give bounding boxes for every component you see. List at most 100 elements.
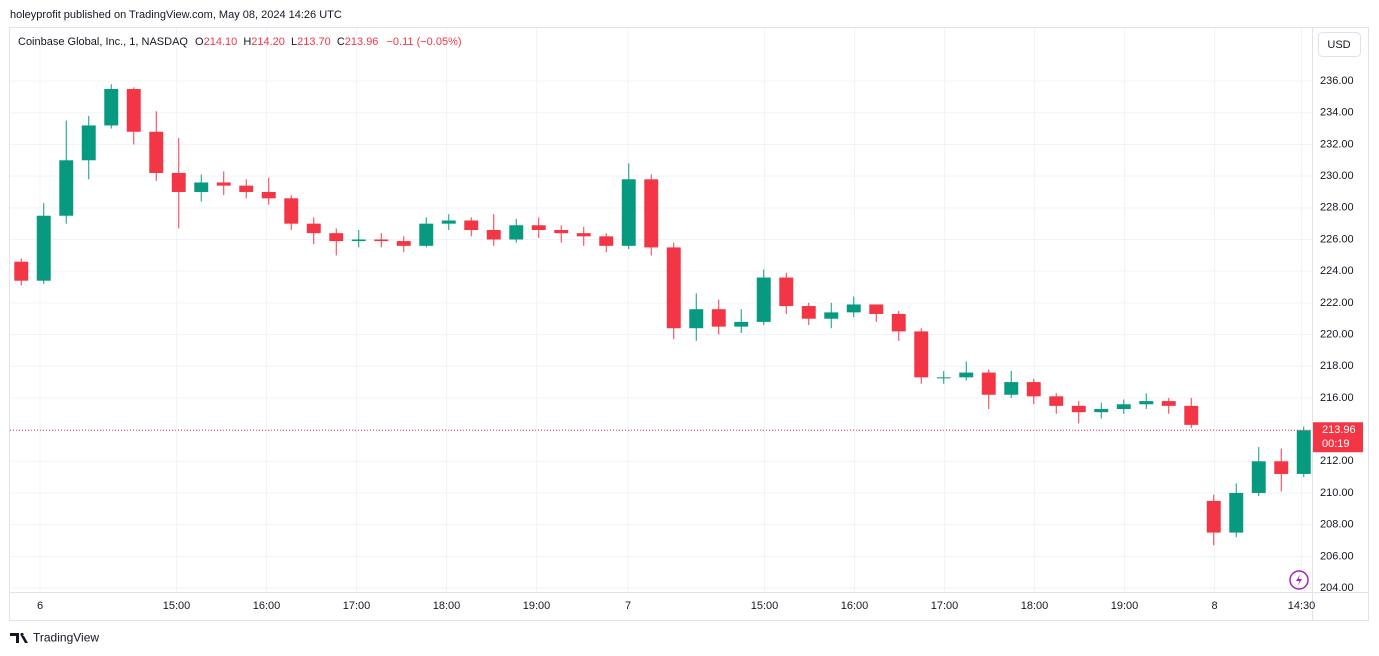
candle-body [509, 225, 524, 240]
candle-body [1296, 430, 1311, 474]
candle-body [554, 229, 569, 234]
candle-body [194, 182, 209, 192]
candle-body [599, 236, 614, 246]
x-tick-label: 17:00 [931, 600, 959, 612]
countdown-label: 00:19 [1322, 438, 1350, 450]
chart-header: Coinbase Global, Inc., 1, NASDAQ O214.10… [18, 36, 462, 48]
candle-body [14, 261, 29, 281]
candle-body [666, 247, 681, 329]
candle-body [621, 179, 636, 246]
candle-body [306, 223, 321, 234]
candle-body [104, 88, 119, 126]
candle-body [171, 172, 186, 192]
candle-body [959, 372, 974, 378]
x-tick-label: 16:00 [253, 600, 281, 612]
y-tick-label: 226.00 [1320, 233, 1354, 245]
candle-body [531, 225, 546, 230]
candle-body [1161, 401, 1176, 406]
candle-body [441, 220, 456, 224]
candle-body [59, 160, 74, 216]
candle-body [261, 191, 276, 199]
candle-body [1116, 404, 1131, 410]
x-tick-label: 7 [625, 600, 631, 612]
candle-body [1184, 405, 1199, 425]
lightning-button[interactable] [1289, 570, 1309, 590]
candle-body [869, 304, 884, 314]
symbol-title: Coinbase Global, Inc., 1, NASDAQ [18, 36, 188, 48]
candle-body [734, 321, 749, 327]
publisher-line: holeyprofit published on TradingView.com… [10, 9, 342, 21]
y-tick-label: 236.00 [1320, 75, 1354, 87]
low-label: L [291, 36, 297, 48]
x-tick-label: 15:00 [751, 600, 779, 612]
candle-body [779, 277, 794, 307]
candle-body [824, 312, 839, 319]
candle-body [149, 131, 164, 173]
close-label: C [337, 36, 345, 48]
candle-body [846, 304, 861, 313]
brand-logo-dot [20, 632, 24, 637]
y-tick-label: 206.00 [1320, 550, 1354, 562]
candle-body [914, 331, 929, 378]
candle-body [1094, 409, 1109, 413]
x-tick-label: 19:00 [523, 600, 551, 612]
overlay: 213.96 00:19 [10, 422, 1363, 453]
x-tick-label: 14:30 [1288, 600, 1316, 612]
lightning-icon [1296, 574, 1302, 586]
y-tick-label: 222.00 [1320, 297, 1354, 309]
brand-logo [10, 633, 28, 643]
candle-body [1071, 405, 1086, 413]
open-label: O [195, 36, 204, 48]
x-tick-label: 16:00 [841, 600, 869, 612]
y-tick-label: 218.00 [1320, 360, 1354, 372]
candle-body [711, 309, 726, 327]
candle-body [689, 309, 704, 329]
candle-body [329, 233, 344, 242]
x-tick-label: 17:00 [343, 600, 371, 612]
y-tick-label: 230.00 [1320, 170, 1354, 182]
x-tick-label: 19:00 [1111, 600, 1139, 612]
candle-body [419, 223, 434, 246]
candles [14, 84, 1311, 546]
candle-body [1274, 461, 1289, 474]
x-tick-label: 8 [1211, 600, 1217, 612]
candle-body [464, 220, 479, 230]
open-value: 214.10 [204, 36, 238, 48]
candle-body [486, 229, 501, 240]
x-tick-label: 18:00 [1021, 600, 1049, 612]
candle-body [216, 182, 231, 186]
candle-body [126, 88, 141, 132]
last-price-tag [1313, 422, 1363, 453]
last-price-label: 213.96 [1322, 424, 1356, 436]
y-tick-label: 228.00 [1320, 202, 1354, 214]
close-value: 213.96 [345, 36, 379, 48]
candle-body [1206, 500, 1221, 533]
candle-body [576, 233, 591, 237]
candle-body [981, 372, 996, 395]
x-tick-label: 6 [37, 600, 43, 612]
y-tick-label: 232.00 [1320, 138, 1354, 150]
y-tick-label: 210.00 [1320, 487, 1354, 499]
candle-body [374, 239, 389, 242]
currency-button[interactable] [1318, 32, 1361, 57]
low-value: 213.70 [297, 36, 331, 48]
candle-body [936, 377, 951, 379]
change-value: −0.11 (−0.05%) [387, 36, 462, 48]
candle-body [351, 239, 366, 242]
candle-body [801, 306, 816, 319]
candle-body [1251, 461, 1266, 493]
candle-body [239, 185, 254, 192]
candle-body [891, 313, 906, 332]
candle-body [81, 125, 96, 161]
high-value: 214.20 [251, 36, 285, 48]
x-tick-label: 18:00 [433, 600, 461, 612]
high-label: H [243, 36, 251, 48]
y-tick-label: 208.00 [1320, 519, 1354, 531]
brand-name: TradingView [33, 631, 99, 645]
candle-body [1139, 401, 1154, 405]
y-tick-label: 204.00 [1320, 582, 1354, 594]
y-tick-label: 216.00 [1320, 392, 1354, 404]
candle-body [396, 241, 411, 246]
